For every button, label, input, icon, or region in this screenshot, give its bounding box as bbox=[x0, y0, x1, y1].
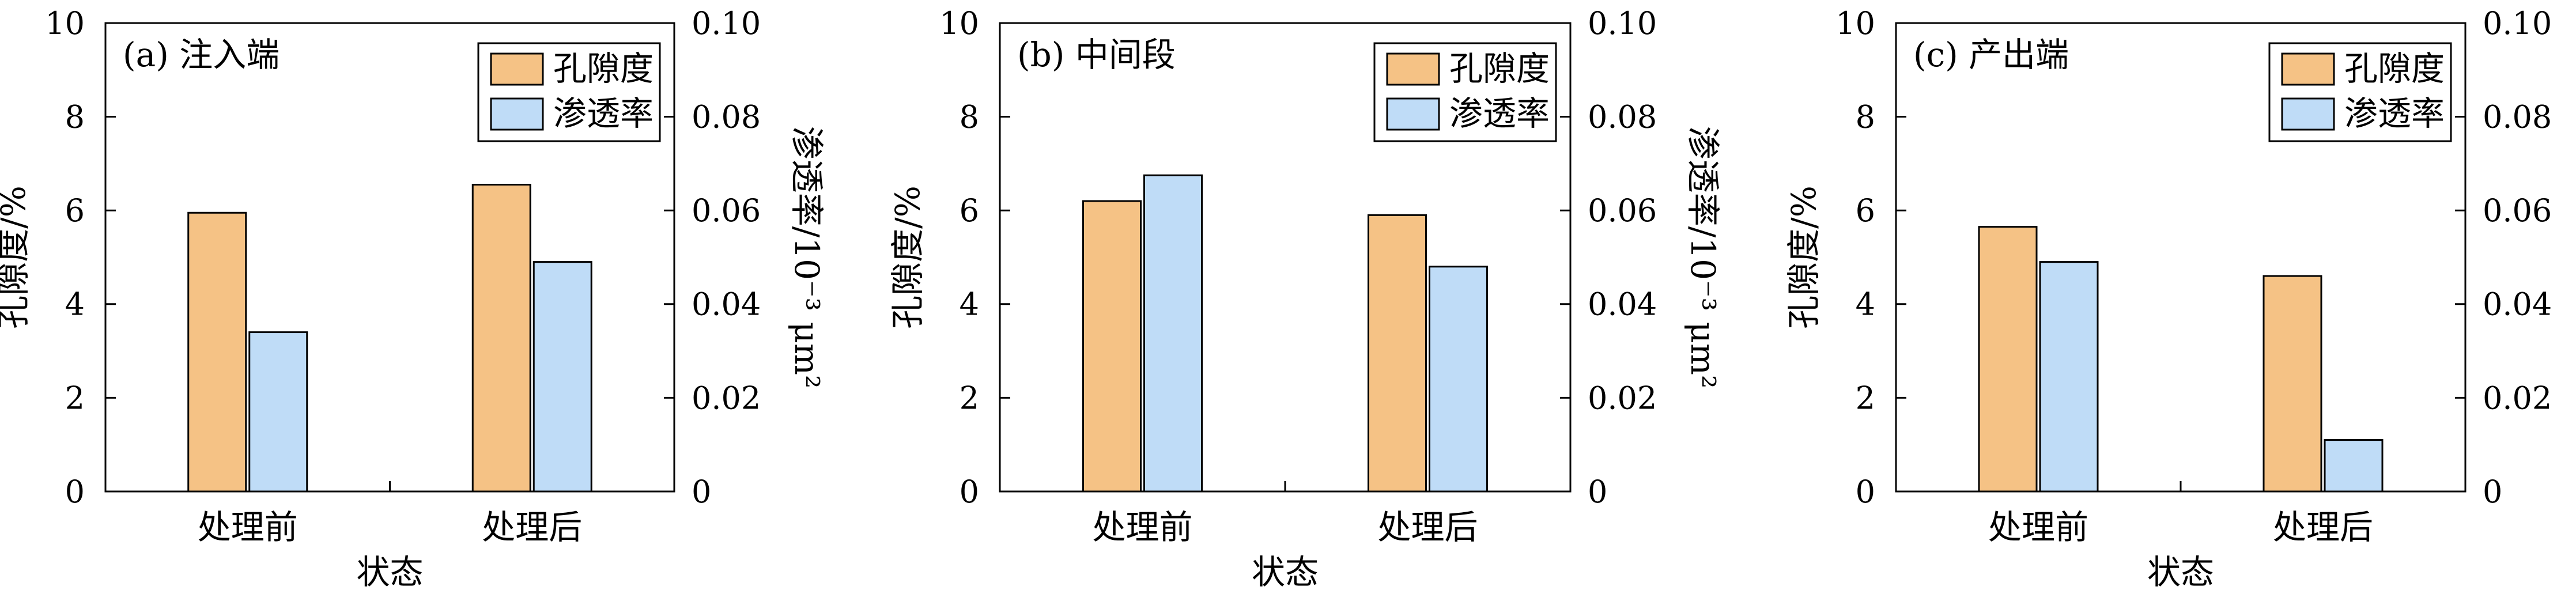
bar-porosity-0 bbox=[187, 211, 247, 493]
bar-permeability-0 bbox=[1143, 174, 1203, 493]
y2-tick-label: 0 bbox=[1588, 474, 1607, 510]
y2-tick-label: 0.06 bbox=[1588, 192, 1657, 229]
y2-tick-label: 0 bbox=[692, 474, 711, 510]
bar-porosity-1 bbox=[2263, 275, 2322, 493]
bar-porosity-0 bbox=[1978, 226, 2038, 493]
x-tick-label: 处理前 bbox=[1988, 508, 2088, 547]
legend-swatch-porosity bbox=[2281, 52, 2335, 86]
legend-label: 孔隙度 bbox=[1449, 49, 1550, 88]
panel-label: (b) 中间段 bbox=[1017, 35, 1176, 74]
y2-tick-label: 0.08 bbox=[1588, 99, 1657, 135]
y-tick-label: 6 bbox=[960, 192, 979, 229]
y-tick-label: 0 bbox=[1856, 474, 1875, 510]
x-axis-label: 状态 bbox=[356, 553, 423, 590]
x-tick-label: 处理后 bbox=[2273, 508, 2373, 547]
legend-label: 渗透率 bbox=[553, 94, 654, 133]
y-axis-label: 孔隙度/% bbox=[1784, 186, 1823, 329]
y-tick-label: 8 bbox=[960, 99, 979, 135]
y-tick-label: 10 bbox=[939, 5, 979, 41]
y2-tick-label: 0.02 bbox=[692, 380, 761, 416]
bar-porosity-0 bbox=[1082, 200, 1142, 493]
bar-permeability-0 bbox=[248, 331, 308, 493]
y2-tick-label: 0.04 bbox=[692, 286, 761, 323]
panel-label: (c) 产出端 bbox=[1913, 35, 2069, 74]
bar-permeability-1 bbox=[1429, 266, 1488, 493]
y-tick-label: 2 bbox=[960, 380, 979, 416]
y-tick-label: 6 bbox=[65, 192, 85, 229]
y-tick-label: 0 bbox=[960, 474, 979, 510]
y2-tick-label: 0.08 bbox=[2483, 99, 2552, 135]
legend-label: 孔隙度 bbox=[553, 49, 654, 88]
x-axis-label: 状态 bbox=[2147, 553, 2214, 590]
y2-tick-label: 0 bbox=[2483, 474, 2502, 510]
bar-porosity-1 bbox=[471, 183, 531, 493]
legend-label: 渗透率 bbox=[2344, 94, 2445, 133]
y2-axis-label: 渗透率/10⁻³ μm² bbox=[787, 126, 826, 389]
legend-swatch-porosity bbox=[490, 52, 544, 86]
x-tick-label: 处理前 bbox=[1092, 508, 1192, 547]
bar-permeability-1 bbox=[2324, 439, 2384, 493]
x-tick-label: 处理后 bbox=[1377, 508, 1478, 547]
y-tick-label: 10 bbox=[45, 5, 85, 41]
bar-porosity-1 bbox=[1368, 214, 1427, 493]
y2-axis-label: 渗透率/10⁻³ μm² bbox=[1683, 126, 1723, 389]
y2-tick-label: 0.04 bbox=[2483, 286, 2552, 323]
y2-tick-label: 0.06 bbox=[692, 192, 761, 229]
y-tick-label: 4 bbox=[1856, 286, 1875, 323]
y2-tick-label: 0.02 bbox=[2483, 380, 2552, 416]
y2-tick-label: 0.10 bbox=[1588, 5, 1657, 41]
y-axis-label: 孔隙度/% bbox=[888, 186, 927, 329]
y-tick-label: 6 bbox=[1856, 192, 1875, 229]
y2-tick-label: 0.08 bbox=[692, 99, 761, 135]
y-tick-label: 10 bbox=[1835, 5, 1875, 41]
y-tick-label: 2 bbox=[1856, 380, 1875, 416]
y-tick-label: 2 bbox=[65, 380, 85, 416]
y2-tick-label: 0.04 bbox=[1588, 286, 1657, 323]
panel-label: (a) 注入端 bbox=[123, 35, 279, 74]
y-tick-label: 8 bbox=[1856, 99, 1875, 135]
y2-tick-label: 0.06 bbox=[2483, 192, 2552, 229]
x-tick-label: 处理前 bbox=[198, 508, 298, 547]
legend-label: 渗透率 bbox=[1449, 94, 1550, 133]
bar-permeability-0 bbox=[2039, 261, 2099, 493]
legend-swatch-permeability bbox=[2281, 97, 2335, 131]
x-axis-label: 状态 bbox=[1252, 553, 1319, 590]
bar-permeability-1 bbox=[532, 261, 592, 493]
y2-tick-label: 0.02 bbox=[1588, 380, 1657, 416]
legend-swatch-permeability bbox=[490, 97, 544, 131]
y2-tick-label: 0.10 bbox=[692, 5, 761, 41]
y-tick-label: 4 bbox=[960, 286, 979, 323]
y-axis-label: 孔隙度/% bbox=[0, 186, 33, 329]
y2-tick-label: 0.10 bbox=[2483, 5, 2552, 41]
y-tick-label: 0 bbox=[65, 474, 85, 510]
x-tick-label: 处理后 bbox=[482, 508, 582, 547]
y-tick-label: 8 bbox=[65, 99, 85, 135]
legend-swatch-permeability bbox=[1386, 97, 1440, 131]
legend-swatch-porosity bbox=[1386, 52, 1440, 86]
legend-label: 孔隙度 bbox=[2344, 49, 2445, 88]
y-tick-label: 4 bbox=[65, 286, 85, 323]
